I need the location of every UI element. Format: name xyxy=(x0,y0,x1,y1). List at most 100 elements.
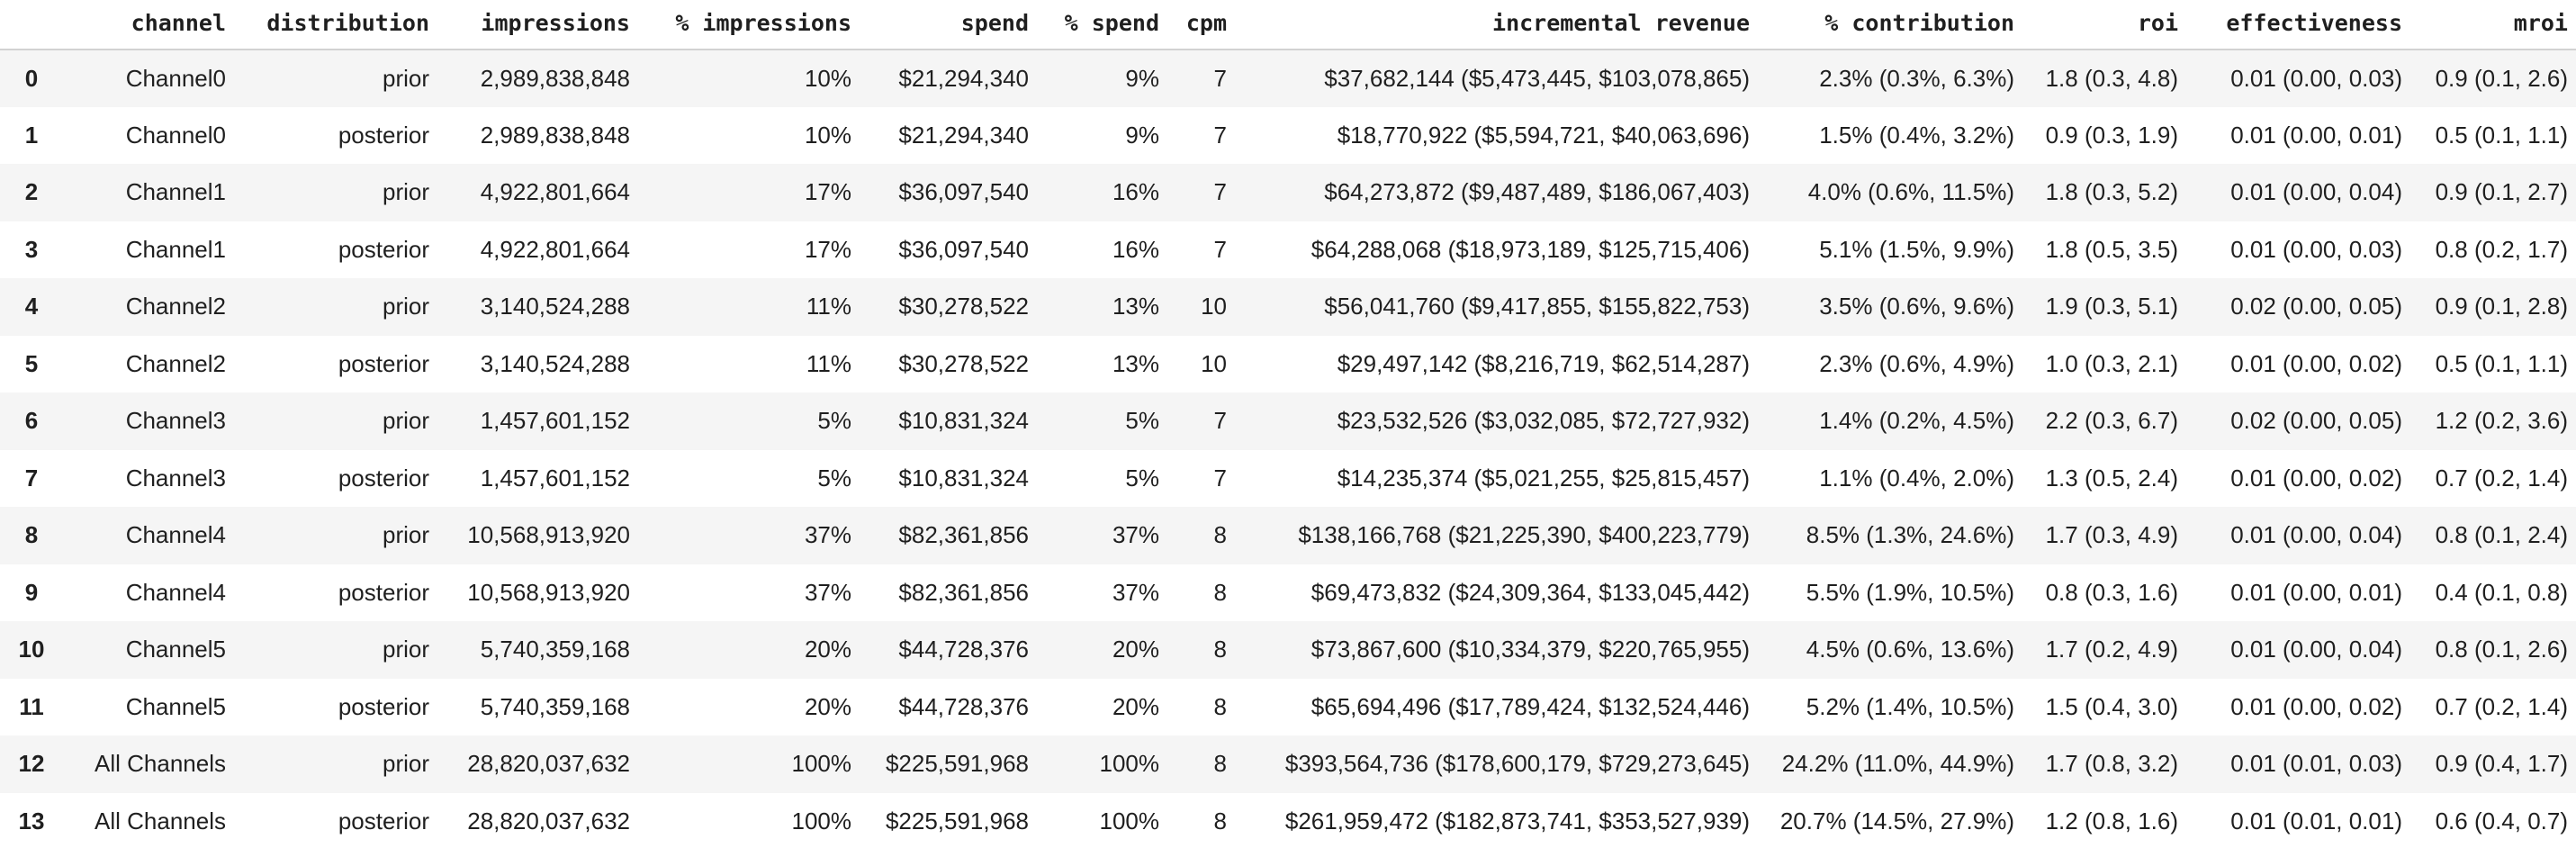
cell-mroi: 0.5 (0.1, 1.1) xyxy=(2435,121,2568,149)
cell-mroi: 0.7 (0.2, 1.4) xyxy=(2435,692,2568,720)
cell-roi: 1.8 (0.5, 3.5) xyxy=(2045,235,2178,263)
cell-pct-spend: 20% xyxy=(1112,636,1159,663)
row-index: 12 xyxy=(18,750,45,778)
cell-mroi: 0.7 (0.2, 1.4) xyxy=(2435,464,2568,492)
cell-channel: Channel5 xyxy=(125,692,226,720)
cell-spend: $225,591,968 xyxy=(885,750,1029,778)
cell-mroi: 0.5 (0.1, 1.1) xyxy=(2435,349,2568,377)
cell-distribution: posterior xyxy=(338,349,429,377)
cell-distribution: posterior xyxy=(338,692,429,720)
cell-pct-contribution: 1.1% (0.4%, 2.0%) xyxy=(1819,464,2014,492)
cell-roi: 2.2 (0.3, 6.7) xyxy=(2045,407,2178,435)
cell-channel: Channel2 xyxy=(125,349,226,377)
cell-pct-contribution: 1.4% (0.2%, 4.5%) xyxy=(1819,407,2014,435)
cell-impressions: 5,740,359,168 xyxy=(480,692,630,720)
cell-pct-contribution: 2.3% (0.3%, 6.3%) xyxy=(1819,64,2014,92)
cell-impressions: 5,740,359,168 xyxy=(480,636,630,663)
cell-impressions: 28,820,037,632 xyxy=(467,807,630,834)
cell-effectiveness: 0.02 (0.00, 0.05) xyxy=(2230,293,2402,320)
cell-pct-contribution: 4.5% (0.6%, 13.6%) xyxy=(1806,636,2014,663)
cell-spend: $82,361,856 xyxy=(898,578,1029,606)
cell-distribution: prior xyxy=(382,407,429,435)
cell-mroi: 0.8 (0.2, 1.7) xyxy=(2435,235,2568,263)
cell-pct-impressions: 5% xyxy=(817,464,851,492)
cell-impressions: 10,568,913,920 xyxy=(467,578,630,606)
cell-roi: 1.2 (0.8, 1.6) xyxy=(2045,807,2178,834)
cell-distribution: prior xyxy=(382,293,429,320)
table-row: 5 Channel2 posterior 3,140,524,288 11% $30,27… xyxy=(0,335,2576,392)
cell-pct-spend: 37% xyxy=(1112,521,1159,549)
cell-cpm: 10 xyxy=(1201,349,1227,377)
cell-roi: 1.3 (0.5, 2.4) xyxy=(2045,464,2178,492)
cell-incremental-revenue: $18,770,922 ($5,594,721, $40,063,696) xyxy=(1337,121,1750,149)
cell-effectiveness: 0.01 (0.00, 0.03) xyxy=(2230,235,2402,263)
cell-cpm: 8 xyxy=(1213,692,1227,720)
cell-cpm: 8 xyxy=(1213,521,1227,549)
table-header: channel distribution impressions % impre… xyxy=(0,0,2576,50)
index-column-header xyxy=(0,0,63,50)
table-row: 6 Channel3 prior 1,457,601,152 5% $10,831,324… xyxy=(0,392,2576,450)
cell-incremental-revenue: $138,166,768 ($21,225,390, $400,223,779) xyxy=(1298,521,1750,549)
column-header-channel: channel xyxy=(63,0,233,50)
cell-incremental-revenue: $261,959,472 ($182,873,741, $353,527,939… xyxy=(1284,807,1750,834)
cell-effectiveness: 0.01 (0.00, 0.03) xyxy=(2230,64,2402,92)
cell-mroi: 0.4 (0.1, 0.8) xyxy=(2435,578,2568,606)
cell-effectiveness: 0.01 (0.00, 0.02) xyxy=(2230,464,2402,492)
cell-pct-spend: 37% xyxy=(1112,578,1159,606)
cell-incremental-revenue: $29,497,142 ($8,216,719, $62,514,287) xyxy=(1337,349,1750,377)
cell-cpm: 7 xyxy=(1213,464,1227,492)
cell-roi: 1.5 (0.4, 3.0) xyxy=(2045,692,2178,720)
cell-incremental-revenue: $65,694,496 ($17,789,424, $132,524,446) xyxy=(1311,692,1750,720)
cell-mroi: 1.2 (0.2, 3.6) xyxy=(2435,407,2568,435)
cell-pct-impressions: 17% xyxy=(804,178,851,206)
cell-channel: Channel3 xyxy=(125,407,226,435)
column-header-mroi: mroi xyxy=(2409,0,2576,50)
cell-pct-contribution: 20.7% (14.5%, 27.9%) xyxy=(1779,807,2014,834)
cell-pct-contribution: 3.5% (0.6%, 9.6%) xyxy=(1819,293,2014,320)
cell-distribution: prior xyxy=(382,521,429,549)
cell-pct-impressions: 20% xyxy=(804,692,851,720)
cell-impressions: 4,922,801,664 xyxy=(480,178,630,206)
table-row: 8 Channel4 prior 10,568,913,920 37% $82,361,8… xyxy=(0,507,2576,564)
row-index: 13 xyxy=(18,807,45,834)
cell-impressions: 28,820,037,632 xyxy=(467,750,630,778)
cell-pct-impressions: 11% xyxy=(806,293,851,320)
cell-roi: 0.8 (0.3, 1.6) xyxy=(2045,578,2178,606)
cell-channel: Channel1 xyxy=(125,235,226,263)
row-index: 6 xyxy=(24,407,39,435)
column-header-distribution: distribution xyxy=(233,0,437,50)
cell-mroi: 0.9 (0.1, 2.8) xyxy=(2435,293,2568,320)
cell-effectiveness: 0.01 (0.00, 0.01) xyxy=(2230,578,2402,606)
table-row: 13 All Channels posterior 28,820,037,632 100… xyxy=(0,792,2576,848)
cell-roi: 1.7 (0.3, 4.9) xyxy=(2045,521,2178,549)
cell-pct-contribution: 5.2% (1.4%, 10.5%) xyxy=(1806,692,2014,720)
cell-pct-spend: 100% xyxy=(1099,807,1160,834)
cell-pct-impressions: 10% xyxy=(804,64,851,92)
cell-channel: Channel2 xyxy=(125,293,226,320)
table-row: 3 Channel1 posterior 4,922,801,664 17% $36,09… xyxy=(0,221,2576,278)
cell-mroi: 0.9 (0.1, 2.6) xyxy=(2435,64,2568,92)
cell-cpm: 7 xyxy=(1213,407,1227,435)
cell-spend: $225,591,968 xyxy=(885,807,1029,834)
row-index: 4 xyxy=(24,293,39,320)
column-header-roi: roi xyxy=(2022,0,2185,50)
cell-cpm: 8 xyxy=(1213,807,1227,834)
column-header-effectiveness: effectiveness xyxy=(2185,0,2409,50)
cell-impressions: 10,568,913,920 xyxy=(467,521,630,549)
row-index: 10 xyxy=(18,636,45,663)
cell-impressions: 3,140,524,288 xyxy=(480,293,630,320)
cell-pct-spend: 9% xyxy=(1125,64,1159,92)
table-row: 11 Channel5 posterior 5,740,359,168 20% $44,7… xyxy=(0,678,2576,735)
cell-impressions: 2,989,838,848 xyxy=(480,121,630,149)
row-index: 8 xyxy=(24,521,39,549)
cell-effectiveness: 0.01 (0.00, 0.02) xyxy=(2230,692,2402,720)
cell-incremental-revenue: $393,564,736 ($178,600,179, $729,273,645… xyxy=(1284,750,1750,778)
table-row: 4 Channel2 prior 3,140,524,288 11% $30,278,52… xyxy=(0,278,2576,336)
cell-roi: 1.8 (0.3, 5.2) xyxy=(2045,178,2178,206)
cell-pct-spend: 100% xyxy=(1099,750,1160,778)
cell-roi: 1.8 (0.3, 4.8) xyxy=(2045,64,2178,92)
cell-roi: 0.9 (0.3, 1.9) xyxy=(2045,121,2178,149)
table-row: 2 Channel1 prior 4,922,801,664 17% $36,097,54… xyxy=(0,164,2576,221)
cell-cpm: 10 xyxy=(1201,293,1227,320)
